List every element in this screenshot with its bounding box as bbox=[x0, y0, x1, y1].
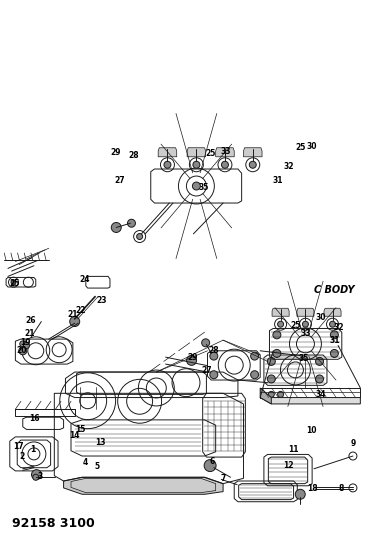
Circle shape bbox=[295, 489, 305, 499]
Text: 1: 1 bbox=[31, 445, 36, 454]
Circle shape bbox=[70, 317, 80, 327]
Polygon shape bbox=[244, 148, 262, 157]
Text: 25: 25 bbox=[9, 279, 20, 288]
Circle shape bbox=[202, 339, 210, 347]
Text: 30: 30 bbox=[315, 313, 326, 322]
Circle shape bbox=[111, 222, 121, 232]
Text: 32: 32 bbox=[334, 324, 344, 333]
Text: 15: 15 bbox=[75, 425, 86, 434]
Text: 2: 2 bbox=[19, 451, 25, 461]
Text: 28: 28 bbox=[128, 151, 139, 160]
Text: 29: 29 bbox=[187, 353, 198, 362]
Text: 7: 7 bbox=[220, 474, 226, 483]
Text: 11: 11 bbox=[288, 445, 299, 454]
Text: 25: 25 bbox=[290, 321, 301, 330]
Circle shape bbox=[210, 371, 218, 378]
Polygon shape bbox=[272, 308, 289, 316]
Text: 3: 3 bbox=[38, 472, 43, 481]
Text: 10: 10 bbox=[306, 426, 317, 435]
Circle shape bbox=[11, 280, 16, 285]
Text: 25: 25 bbox=[295, 143, 305, 152]
Text: 29: 29 bbox=[110, 148, 121, 157]
Circle shape bbox=[268, 391, 274, 398]
Text: 8: 8 bbox=[339, 484, 344, 494]
Circle shape bbox=[204, 459, 216, 472]
Circle shape bbox=[193, 161, 200, 168]
Circle shape bbox=[330, 321, 336, 327]
Circle shape bbox=[267, 358, 275, 366]
Text: 12: 12 bbox=[283, 461, 294, 470]
Text: 16: 16 bbox=[29, 414, 39, 423]
Circle shape bbox=[210, 352, 218, 360]
Text: 21: 21 bbox=[24, 329, 35, 338]
Polygon shape bbox=[260, 398, 360, 404]
Text: 17: 17 bbox=[13, 442, 24, 451]
Text: 18: 18 bbox=[307, 484, 317, 494]
Polygon shape bbox=[158, 148, 177, 157]
Text: 4: 4 bbox=[83, 458, 88, 467]
Text: 33: 33 bbox=[221, 147, 231, 156]
Circle shape bbox=[267, 375, 275, 383]
Circle shape bbox=[33, 474, 39, 480]
Polygon shape bbox=[324, 308, 341, 316]
Circle shape bbox=[20, 341, 26, 347]
Text: 33: 33 bbox=[300, 329, 311, 338]
Text: 27: 27 bbox=[114, 176, 125, 185]
Circle shape bbox=[302, 321, 308, 327]
Text: C BODY: C BODY bbox=[314, 285, 355, 295]
Circle shape bbox=[251, 371, 259, 378]
Circle shape bbox=[251, 352, 259, 360]
Text: 31: 31 bbox=[273, 176, 283, 185]
Text: 34: 34 bbox=[315, 390, 326, 399]
Circle shape bbox=[330, 331, 339, 339]
Text: 9: 9 bbox=[350, 439, 356, 448]
Polygon shape bbox=[297, 308, 314, 316]
Polygon shape bbox=[260, 388, 271, 404]
Text: 13: 13 bbox=[96, 438, 106, 447]
Text: 26: 26 bbox=[26, 316, 36, 325]
Circle shape bbox=[23, 343, 29, 349]
Circle shape bbox=[19, 347, 27, 355]
Text: 35: 35 bbox=[199, 183, 209, 191]
Text: 21: 21 bbox=[68, 310, 78, 319]
Circle shape bbox=[221, 161, 228, 168]
Text: 25: 25 bbox=[205, 149, 215, 158]
Text: 19: 19 bbox=[20, 338, 31, 348]
Text: 28: 28 bbox=[209, 346, 219, 356]
Circle shape bbox=[192, 182, 201, 190]
Polygon shape bbox=[64, 477, 223, 494]
Circle shape bbox=[164, 161, 171, 168]
Circle shape bbox=[278, 321, 283, 327]
Text: 30: 30 bbox=[307, 142, 317, 151]
Text: 24: 24 bbox=[80, 274, 90, 284]
Text: 31: 31 bbox=[329, 336, 340, 345]
Circle shape bbox=[330, 350, 339, 358]
Circle shape bbox=[249, 161, 256, 168]
Text: 20: 20 bbox=[17, 346, 27, 356]
Circle shape bbox=[278, 391, 283, 398]
Text: 6: 6 bbox=[209, 457, 215, 466]
Circle shape bbox=[32, 470, 42, 480]
Circle shape bbox=[273, 331, 281, 339]
Circle shape bbox=[315, 358, 324, 366]
Text: 35: 35 bbox=[299, 354, 309, 364]
Text: 23: 23 bbox=[96, 296, 107, 305]
Text: 27: 27 bbox=[201, 366, 212, 375]
Circle shape bbox=[273, 350, 281, 358]
Text: 22: 22 bbox=[75, 306, 86, 316]
Circle shape bbox=[137, 233, 142, 239]
Text: 14: 14 bbox=[70, 431, 80, 440]
Text: 5: 5 bbox=[94, 462, 100, 471]
Circle shape bbox=[187, 356, 196, 365]
Text: 92158 3100: 92158 3100 bbox=[12, 516, 94, 530]
Circle shape bbox=[315, 375, 324, 383]
Polygon shape bbox=[216, 148, 234, 157]
Polygon shape bbox=[187, 148, 206, 157]
Text: 32: 32 bbox=[284, 162, 294, 171]
Circle shape bbox=[128, 219, 135, 227]
